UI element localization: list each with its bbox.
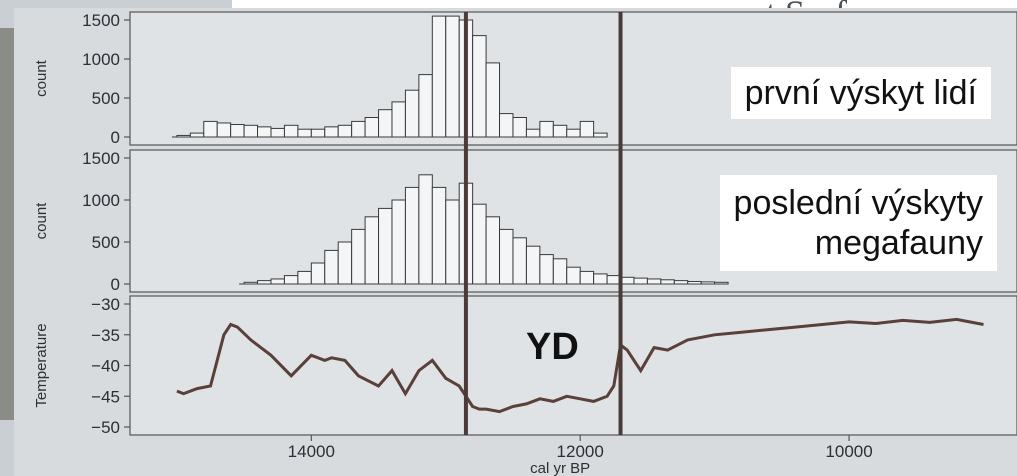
y-tick-label: 0 <box>111 275 120 294</box>
temperature-line <box>176 317 984 414</box>
histogram-bar <box>324 249 339 285</box>
histogram-bar <box>230 124 245 138</box>
histogram-bar <box>431 15 447 138</box>
histogram-bar <box>633 277 648 285</box>
histogram-bar <box>378 109 393 138</box>
histogram-bar <box>310 128 326 138</box>
histogram-bar <box>418 74 433 138</box>
histogram-bar <box>257 126 272 138</box>
histogram-bar <box>418 174 433 285</box>
histogram-bar <box>283 124 299 138</box>
histogram-bar <box>391 101 406 138</box>
y-tick-label: −40 <box>91 357 120 376</box>
histogram-bar <box>189 132 205 138</box>
histogram-bar <box>673 280 689 285</box>
histogram-bar <box>579 120 595 138</box>
histogram-bar <box>337 124 353 138</box>
last-occurrence-line2: megafauny <box>814 224 983 263</box>
histogram-bar <box>404 89 420 138</box>
y-tick-label: 1000 <box>82 50 120 69</box>
last-occurrence-label: poslední výskyty megafauny <box>719 175 997 272</box>
histogram-bar <box>593 132 608 138</box>
histogram-bar <box>552 124 568 138</box>
histogram-bar <box>431 186 447 285</box>
histogram-bar <box>552 258 568 285</box>
histogram-bar <box>378 207 393 285</box>
histogram-bar <box>566 266 581 285</box>
histogram-bar <box>472 203 487 285</box>
histogram-bar <box>485 62 501 138</box>
histogram-bar <box>445 15 460 138</box>
y-tick-label: 500 <box>92 89 120 108</box>
histogram-bar <box>257 280 272 285</box>
x-axis-label: cal yr BP <box>530 460 590 476</box>
histogram-bar <box>472 35 487 138</box>
bottom-frame <box>129 295 1017 436</box>
histogram-bar <box>620 276 635 285</box>
first-occurrence-label: první výskyt lidí <box>730 67 991 120</box>
histogram-bar <box>351 120 366 138</box>
y-tick-label: −35 <box>91 326 120 345</box>
y-tick-label: 500 <box>92 233 120 252</box>
histogram-bar <box>391 199 406 285</box>
histogram-bar <box>216 122 232 138</box>
histogram-bar <box>485 216 501 285</box>
histogram-bar <box>539 254 554 285</box>
y-tick-label: 1000 <box>82 191 120 210</box>
histogram-bar <box>499 113 514 138</box>
histogram-bar <box>243 124 259 138</box>
histogram-bar <box>203 120 218 138</box>
histogram-bar <box>270 127 285 138</box>
histogram-bar <box>445 199 460 285</box>
histogram-bar <box>525 245 541 285</box>
histogram-bar <box>310 262 326 285</box>
histogram-bar <box>324 126 339 138</box>
y-axis-label: Temperature <box>33 323 50 407</box>
histogram-bar <box>351 228 366 285</box>
histogram-bar <box>283 275 299 285</box>
y-tick-label: 1500 <box>82 149 120 168</box>
x-tick-label: 14000 <box>288 442 335 461</box>
y-tick-label: 1500 <box>82 11 120 30</box>
histogram-bar <box>593 273 608 285</box>
histogram-bar <box>525 128 541 138</box>
y-tick-label: −45 <box>91 387 120 406</box>
histogram-bar <box>579 270 595 285</box>
histogram-bar <box>646 278 662 285</box>
histogram-bar <box>606 275 622 285</box>
last-occurrence-line1: poslední výskyty <box>733 184 983 222</box>
histogram-bar <box>337 241 353 285</box>
histogram-bar <box>566 128 581 138</box>
y-tick-label: 0 <box>111 128 120 147</box>
y-tick-label: −30 <box>91 295 120 314</box>
x-tick-label: 12000 <box>557 442 604 461</box>
y-axis-label: count <box>33 59 50 97</box>
histogram-bar <box>660 279 675 285</box>
histogram-bar <box>270 278 285 285</box>
histogram-bar <box>297 128 312 138</box>
y-axis-label: count <box>33 202 50 240</box>
x-tick-label: 10000 <box>825 442 872 461</box>
histogram-bar <box>499 228 514 285</box>
histogram-bar <box>539 120 554 138</box>
yd-label: YD <box>526 326 579 368</box>
y-tick-label: −50 <box>91 418 120 437</box>
histogram-bar <box>404 186 420 285</box>
bottom-panel: −30 −35 −40 −45 −50 Temperature <box>33 295 1017 437</box>
histogram-bar <box>297 270 312 285</box>
histogram-bar <box>364 216 380 285</box>
histogram-bar <box>364 117 380 138</box>
histogram-bar <box>512 117 527 138</box>
slide-edge <box>0 28 14 420</box>
histogram-bar <box>512 237 527 285</box>
